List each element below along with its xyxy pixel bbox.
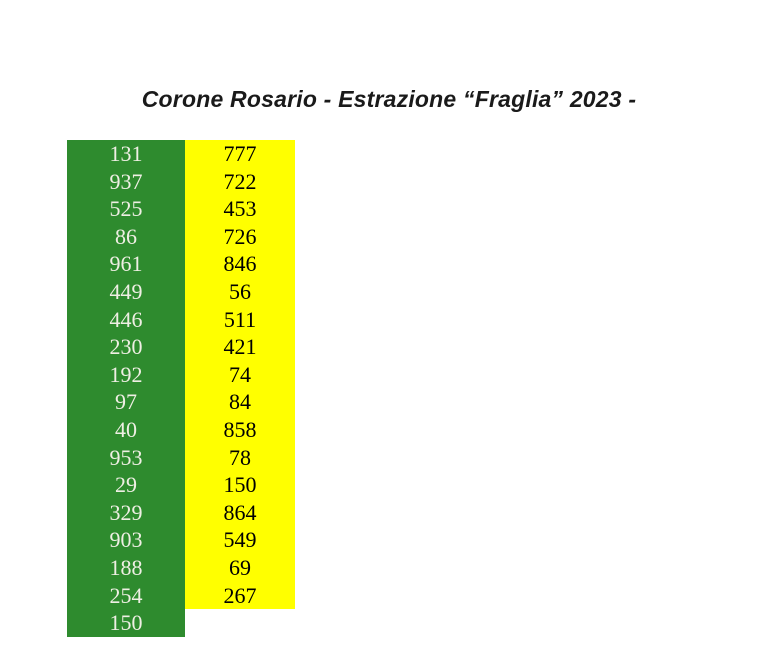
green-column-cell: 29	[115, 472, 137, 498]
green-column-cell: 97	[115, 389, 137, 415]
yellow-column-cell: 846	[223, 251, 257, 277]
yellow-column-cell: 69	[229, 554, 251, 580]
green-column-cell: 254	[109, 582, 143, 608]
yellow-column-cell: 858	[223, 416, 257, 442]
green-column-cell: 937	[109, 168, 143, 194]
green-column-cell: 329	[109, 499, 143, 525]
green-column-cell: 525	[109, 196, 143, 222]
green-column-cell: 230	[109, 334, 143, 360]
yellow-column-cell: 777	[223, 141, 257, 166]
green-column-cell: 961	[109, 251, 143, 277]
green-column-cell: 953	[109, 444, 143, 470]
green-column-cell: 446	[109, 306, 143, 332]
green-column-cell: 192	[109, 361, 143, 387]
green-column-cell: 40	[115, 416, 137, 442]
yellow-column: 777 722 453 726 846 56 511 421 74 84 858 78 150 864 54…	[185, 140, 295, 610]
green-column-cell: 131	[109, 141, 143, 166]
green-column-cell: 86	[115, 223, 137, 249]
yellow-column-cell: 74	[229, 361, 251, 387]
yellow-column-cell: 453	[223, 196, 257, 222]
yellow-column-cell: 511	[223, 306, 257, 332]
yellow-column-cell: 56	[229, 278, 251, 304]
green-column: 131 937 525 86 961 449 446 230 192 97 40 953 29 329 90…	[67, 140, 185, 637]
green-column-cell: 449	[109, 278, 143, 304]
yellow-column-cell: 78	[229, 444, 251, 470]
yellow-column-cell: 549	[223, 527, 257, 553]
yellow-column-cell: 864	[223, 499, 257, 525]
yellow-column-cell: 150	[223, 472, 257, 498]
yellow-column-cell: 726	[223, 223, 257, 249]
yellow-column-cell: 84	[229, 389, 251, 415]
numbers-table: 131 937 525 86 961 449 446 230 192 97 40 953 29 329 90…	[67, 140, 295, 637]
yellow-column-cell: 267	[223, 582, 257, 608]
yellow-column-cell: 421	[223, 334, 257, 360]
page-title: Corone Rosario - Estrazione “Fraglia” 20…	[141, 86, 637, 112]
green-column-cell: 150	[109, 610, 143, 636]
yellow-column-cell: 722	[223, 168, 257, 194]
green-column-cell: 188	[109, 554, 143, 580]
green-column-cell: 903	[109, 527, 143, 553]
